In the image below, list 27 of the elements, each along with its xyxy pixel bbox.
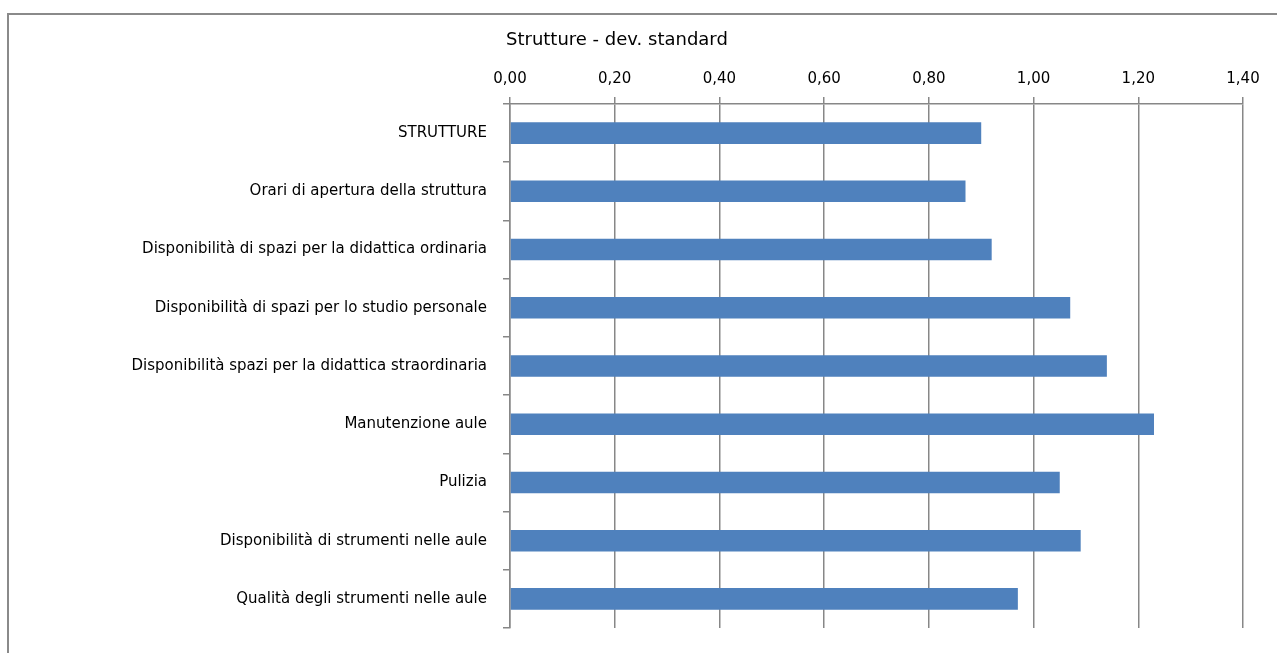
x-tick-label: 0,00 xyxy=(493,68,527,87)
x-tick-label: 1,40 xyxy=(1226,68,1260,87)
y-tick-label: Disponibilità di spazi per la didattica ordinaria xyxy=(142,239,487,258)
x-tick-label: 0,40 xyxy=(702,68,737,87)
y-tick-label: Disponibilità spazi per la didattica straordinaria xyxy=(131,355,487,374)
bar xyxy=(510,238,992,261)
bar xyxy=(510,180,966,203)
bar xyxy=(510,413,1154,435)
chart-title: Strutture - dev. standard xyxy=(506,27,728,49)
bar xyxy=(510,355,1107,377)
bar xyxy=(510,529,1081,552)
x-tick-label: 0,20 xyxy=(598,68,632,87)
bar xyxy=(510,122,982,144)
x-tick-label: 1,20 xyxy=(1121,68,1155,87)
y-tick-label: Disponibilità di strumenti nelle aule xyxy=(220,530,487,549)
y-tick-label: Qualità degli strumenti nelle aule xyxy=(236,588,487,607)
y-tick-label: Disponibilità di spazi per lo studio personale xyxy=(154,297,487,316)
y-tick-label: Orari di apertura della struttura xyxy=(249,181,487,200)
y-tick-label: STRUTTURE xyxy=(397,123,487,141)
y-tick-label: Manutenzione aule xyxy=(344,414,487,433)
bar xyxy=(510,471,1060,494)
x-tick-label: 0,80 xyxy=(912,68,946,87)
x-tick-label: 0,60 xyxy=(807,68,841,87)
y-tick-label: Pulizia xyxy=(439,472,487,491)
bar xyxy=(510,588,1018,610)
x-tick-label: 1,00 xyxy=(1016,68,1051,87)
bar xyxy=(510,297,1071,319)
